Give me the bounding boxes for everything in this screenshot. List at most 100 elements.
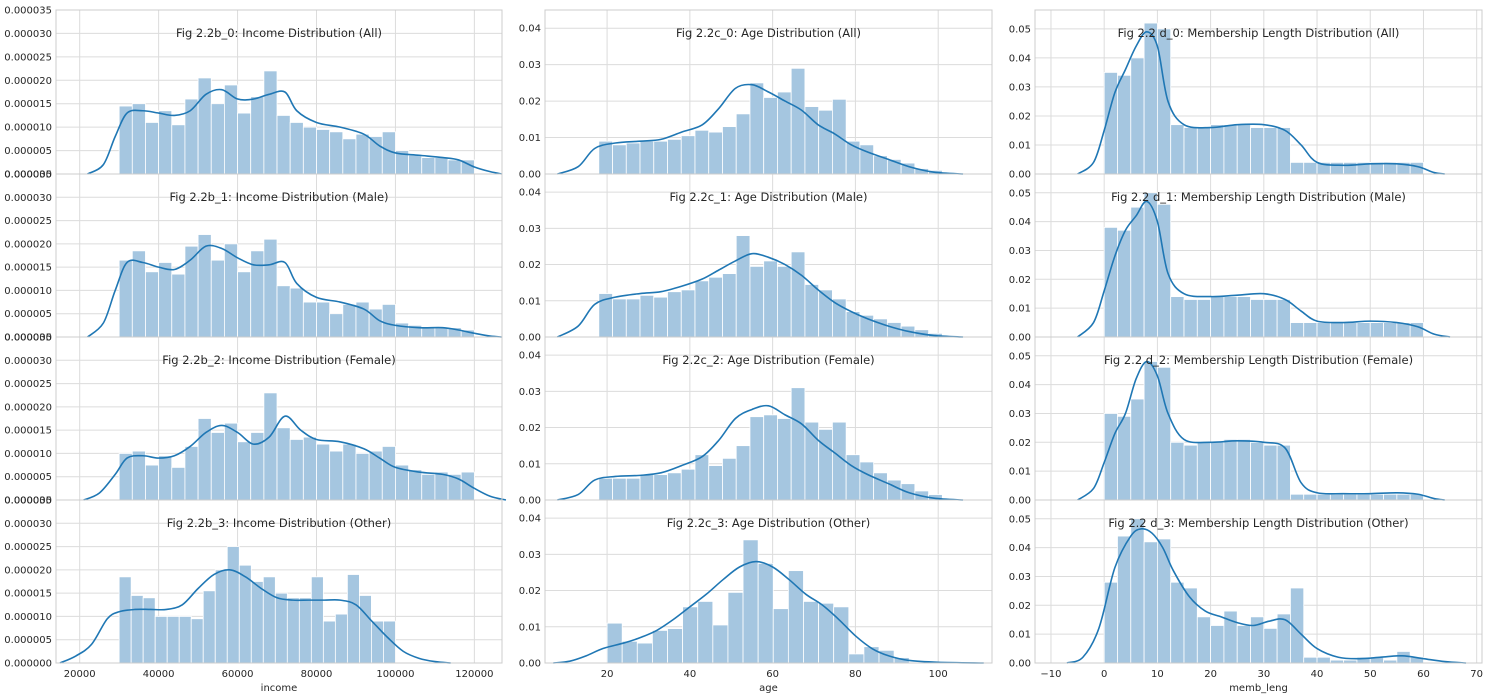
- histogram-bar: [1183, 444, 1198, 501]
- histogram-bar: [735, 113, 751, 175]
- histogram-bar: [845, 454, 861, 501]
- subplot-title: Fig 2.2c_1: Age Distribution (Male): [670, 190, 868, 204]
- y-tick-label: 0.03: [1009, 572, 1031, 583]
- histogram-bar: [1250, 299, 1265, 338]
- histogram-bar: [1369, 493, 1384, 501]
- y-tick-label: 0.03: [519, 60, 541, 71]
- y-tick-label: 0.02: [519, 586, 541, 597]
- subplot-1-1: 0.000000 0.000005 0.000010 0.000015 0.000020…: [4, 6, 503, 181]
- histogram-bar: [653, 140, 668, 175]
- y-tick-label: 0.02: [519, 97, 541, 108]
- histogram-bar: [1236, 124, 1251, 175]
- y-tick-label: 0.03: [1009, 82, 1031, 93]
- histogram-bar: [334, 613, 348, 664]
- histogram-bar: [158, 262, 173, 338]
- histogram-bar: [1396, 651, 1411, 664]
- histogram-bar: [1250, 127, 1265, 175]
- histogram-bar: [1156, 366, 1172, 501]
- kde-line: [87, 88, 503, 175]
- subplot-2-1: 0.000000 0.000005 0.000010 0.000015 0.000020…: [4, 170, 503, 344]
- y-tick-label: 0.05: [1009, 351, 1031, 362]
- histogram-bar: [803, 601, 819, 664]
- histogram-bar: [1210, 441, 1225, 501]
- histogram-bar: [1223, 124, 1238, 175]
- y-tick-label: 0.000030: [4, 29, 52, 40]
- subplot-4-1: 0.000000 0.000005 0.000010 0.000015 0.000020…: [4, 496, 503, 694]
- histogram-bar: [421, 473, 436, 501]
- histogram-bar: [1343, 493, 1358, 501]
- histogram-bar: [873, 472, 888, 501]
- histogram-bar: [383, 620, 396, 664]
- y-tick-label: 0.02: [519, 260, 541, 271]
- x-tick-label: 30: [1257, 669, 1270, 680]
- y-tick-label: 0.05: [1009, 24, 1031, 35]
- y-tick-label: 0.000005: [4, 309, 52, 320]
- histogram-bar: [1356, 322, 1371, 338]
- x-tick-label: −10: [1040, 669, 1061, 680]
- histogram-bar: [680, 289, 696, 338]
- histogram-bar: [434, 471, 449, 501]
- y-tick-label: 0.000035: [4, 333, 52, 344]
- histogram-bar: [1117, 415, 1132, 501]
- histogram-bar: [1383, 322, 1398, 338]
- histogram-bar: [118, 453, 133, 501]
- y-tick-label: 0.00: [1009, 659, 1031, 670]
- histogram-bar: [263, 392, 278, 501]
- y-tick-label: 0.000030: [4, 356, 52, 367]
- histogram-bar: [298, 597, 312, 664]
- histogram-bar: [434, 327, 449, 338]
- histogram-bar: [804, 106, 820, 175]
- histogram-bar: [667, 628, 684, 664]
- histogram-bar: [130, 595, 144, 664]
- y-tick-label: 0.04: [519, 514, 541, 525]
- y-tick-label: 0.04: [1009, 217, 1031, 228]
- histogram-bar: [1103, 581, 1118, 664]
- y-tick-label: 0.02: [1009, 275, 1031, 286]
- axes-frame: [55, 499, 503, 664]
- x-tick-label: 80000: [301, 669, 333, 680]
- histogram-bar: [777, 91, 792, 175]
- x-tick-label: 10: [1151, 669, 1164, 680]
- histogram-bar: [237, 441, 252, 501]
- x-tick-label: 60000: [222, 669, 254, 680]
- y-tick-label: 0.000030: [4, 519, 52, 530]
- histogram-bar: [749, 82, 765, 175]
- subplot-4-2: 0.00 0.01 0.02 0.03 0.04 Fig 2.2c_3: Age Dist…: [519, 499, 993, 694]
- histogram-bar: [250, 250, 265, 338]
- histogram-bar: [833, 606, 850, 664]
- histogram-bar: [1303, 493, 1318, 501]
- histogram-bar: [1329, 161, 1345, 175]
- x-tick-label: 70: [1470, 669, 1483, 680]
- histogram-bar: [171, 273, 186, 338]
- y-tick-label: 0.000015: [4, 99, 52, 110]
- histogram-bar: [434, 157, 449, 175]
- histogram-bar: [694, 280, 710, 338]
- y-tick-label: 0.03: [519, 550, 541, 561]
- histogram-bar: [1196, 616, 1212, 664]
- y-tick-label: 0.00: [519, 333, 541, 344]
- histogram-bar: [1143, 361, 1158, 501]
- y-tick-label: 0.01: [519, 459, 541, 470]
- y-tick-label: 0.01: [519, 622, 541, 633]
- y-tick-label: 0.000000: [4, 659, 52, 670]
- x-tick-label: 40000: [143, 669, 175, 680]
- histogram-bar: [346, 574, 360, 664]
- kde-line: [1066, 527, 1467, 664]
- histogram-bar: [818, 289, 833, 338]
- x-tick-label: 60: [1417, 669, 1430, 680]
- histogram-bar: [735, 235, 751, 338]
- histogram-bar: [1130, 518, 1145, 664]
- histogram-bar: [1210, 124, 1225, 175]
- kde-line: [557, 83, 964, 175]
- histogram-bar: [171, 466, 186, 501]
- histogram-bar: [757, 562, 774, 664]
- histogram-bar: [625, 477, 641, 501]
- histogram-bar: [1143, 541, 1158, 664]
- histogram-bar: [612, 477, 627, 501]
- subplot-title: Fig 2.2 d_3: Membership Length Distribut…: [1108, 516, 1408, 530]
- histogram-bar: [184, 446, 199, 501]
- histogram-bar: [1263, 299, 1278, 338]
- histogram-bar: [1183, 299, 1198, 338]
- subplot-3-1: 0.000000 0.000005 0.000010 0.000015 0.000020…: [4, 333, 507, 507]
